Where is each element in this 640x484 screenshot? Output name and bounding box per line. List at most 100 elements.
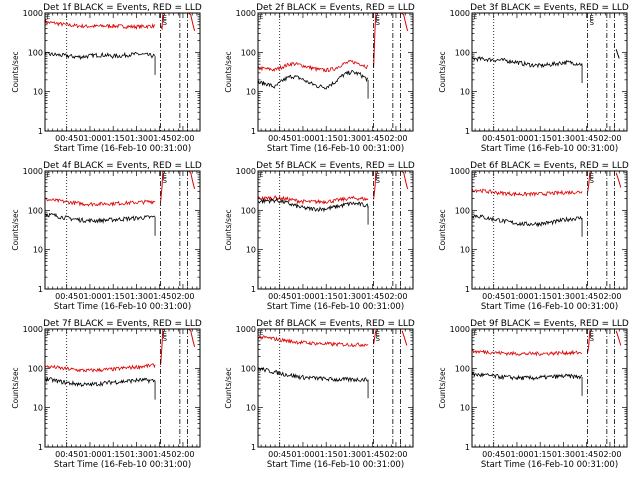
y-tick-label: 1 — [38, 443, 43, 452]
y-tick-label: 100 — [28, 364, 43, 373]
y-tick-label: 1000 — [236, 167, 256, 176]
events-series-line — [472, 214, 583, 228]
panel-title: Det 2f BLACK = Events, RED = LLD — [256, 3, 415, 13]
events-series-line — [258, 70, 369, 90]
y-tick-label: 100 — [455, 206, 470, 215]
x-tick-label: 01:00 — [291, 292, 314, 301]
corner-marker: E — [260, 330, 264, 337]
lld-spike — [160, 329, 165, 366]
x-axis-label: Start Time (16-Feb-10 00:31:00) — [267, 302, 404, 312]
x-tick-label: 01:00 — [505, 134, 528, 143]
detector-panel-6: Det 6f BLACK = Events, RED = LLDESE11010… — [438, 161, 629, 312]
data-layer — [472, 329, 622, 396]
x-tick-label: 02:00 — [598, 134, 621, 143]
y-tick-label: 100 — [241, 48, 256, 57]
data-layer — [45, 13, 196, 75]
saa-marker: S — [163, 335, 168, 343]
saa-marker: S — [590, 335, 595, 343]
saa-marker: S — [590, 177, 595, 185]
y-tick-label: 1000 — [450, 9, 470, 18]
y-tick-label: 1000 — [236, 9, 256, 18]
y-tick-label: 10 — [33, 88, 43, 97]
y-axis-label: Counts/sec — [11, 51, 20, 92]
saa-marker: S — [376, 335, 381, 343]
x-axis-label: Start Time (16-Feb-10 00:31:00) — [54, 302, 191, 312]
x-axis-label: Start Time (16-Feb-10 00:31:00) — [54, 460, 191, 470]
panel-title: Det 4f BLACK = Events, RED = LLD — [43, 161, 202, 171]
lld-series-line — [472, 348, 583, 357]
x-tick-label: 01:45 — [575, 134, 598, 143]
y-tick-label: 10 — [460, 88, 470, 97]
axes-frame — [44, 328, 201, 448]
x-tick-label: 01:15 — [102, 450, 125, 459]
axes-frame — [44, 170, 201, 290]
x-tick-label: 02:00 — [598, 292, 621, 301]
lld-tail — [401, 171, 409, 190]
y-axis-label: Counts/sec — [11, 209, 20, 250]
corner-marker: E — [474, 330, 478, 337]
x-tick-label: 01:30 — [552, 134, 575, 143]
events-series-line — [472, 56, 583, 69]
x-tick-label: 02:00 — [171, 134, 194, 143]
panel-title: Det 3f BLACK = Events, RED = LLD — [470, 3, 629, 13]
x-tick-label: 01:30 — [338, 134, 361, 143]
x-axis-label: Start Time (16-Feb-10 00:31:00) — [481, 302, 618, 312]
eclipse-marker: E — [376, 14, 380, 22]
x-tick-label: 00:45 — [482, 292, 505, 301]
y-axis-label: Counts/sec — [224, 51, 233, 92]
y-tick-label: 1 — [251, 285, 256, 294]
y-tick-label: 1 — [251, 127, 256, 136]
x-tick-label: 01:45 — [148, 134, 171, 143]
eclipse-marker: E — [163, 172, 167, 180]
x-tick-label: 01:00 — [291, 134, 314, 143]
x-tick-label: 01:45 — [361, 450, 384, 459]
detector-panel-2: Det 2f BLACK = Events, RED = LLDESE11010… — [224, 3, 415, 154]
lld-tail — [188, 329, 196, 348]
eclipse-marker: E — [590, 172, 594, 180]
x-tick-label: 02:00 — [171, 450, 194, 459]
lld-series-line — [45, 19, 156, 30]
panel-title: Det 5f BLACK = Events, RED = LLD — [256, 161, 415, 171]
lld-tail — [188, 171, 196, 190]
y-tick-label: 100 — [241, 206, 256, 215]
x-tick-label: 01:45 — [148, 450, 171, 459]
x-tick-label: 01:30 — [552, 450, 575, 459]
x-tick-label: 01:15 — [102, 292, 125, 301]
corner-marker: E — [47, 330, 51, 337]
y-tick-label: 1 — [38, 285, 43, 294]
detector-panel-5: Det 5f BLACK = Events, RED = LLDESE11010… — [224, 161, 415, 312]
corner-marker: E — [260, 14, 264, 21]
lld-tail — [615, 172, 622, 188]
detector-panel-4: Det 4f BLACK = Events, RED = LLDESE11010… — [11, 161, 202, 312]
x-tick-label: 00:45 — [268, 292, 291, 301]
x-tick-label: 01:30 — [338, 450, 361, 459]
lld-spike — [373, 329, 378, 345]
x-tick-label: 01:00 — [78, 450, 101, 459]
detector-panel-7: Det 7f BLACK = Events, RED = LLDESE11010… — [11, 319, 202, 470]
x-tick-label: 00:45 — [55, 134, 78, 143]
saa-marker: S — [590, 19, 595, 27]
y-axis-label: Counts/sec — [224, 367, 233, 408]
x-tick-label: 01:45 — [575, 292, 598, 301]
eclipse-marker: E — [163, 330, 167, 338]
eclipse-marker: E — [376, 172, 380, 180]
y-axis-label: Counts/sec — [438, 51, 447, 92]
y-tick-label: 100 — [28, 206, 43, 215]
panel-title: Det 9f BLACK = Events, RED = LLD — [470, 319, 629, 329]
y-tick-label: 10 — [460, 246, 470, 255]
panel-title: Det 1f BLACK = Events, RED = LLD — [43, 3, 202, 13]
lld-series-line — [472, 188, 583, 198]
x-tick-label: 02:00 — [384, 134, 407, 143]
y-tick-label: 1000 — [23, 325, 43, 334]
lld-spike — [373, 171, 378, 200]
x-tick-label: 01:30 — [125, 292, 148, 301]
y-tick-label: 1 — [38, 127, 43, 136]
x-tick-label: 00:45 — [55, 450, 78, 459]
panel-title: Det 6f BLACK = Events, RED = LLD — [470, 161, 629, 171]
data-layer — [45, 329, 196, 400]
x-tick-label: 01:00 — [78, 292, 101, 301]
y-tick-label: 1 — [465, 285, 470, 294]
x-tick-label: 00:45 — [268, 134, 291, 143]
detector-panel-8: Det 8f BLACK = Events, RED = LLDESE11010… — [224, 319, 415, 470]
